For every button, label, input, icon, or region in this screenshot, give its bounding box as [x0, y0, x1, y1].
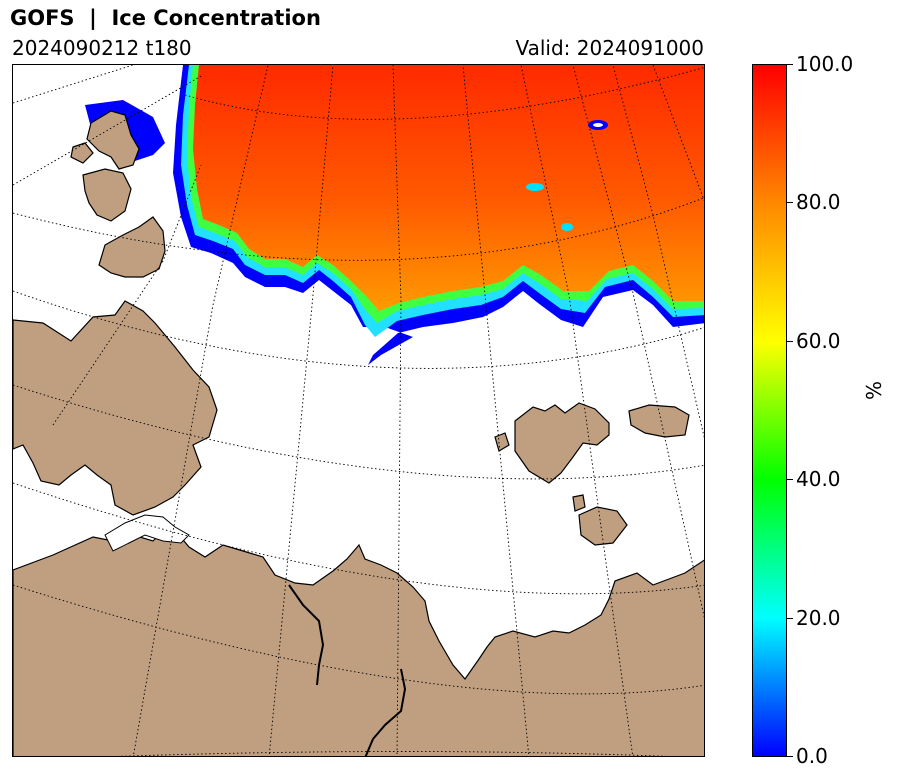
white-sea [104, 514, 190, 552]
graticule [13, 65, 704, 756]
colorbar-tick-label-40: 40.0 [796, 467, 841, 491]
lon-line-9 [572, 65, 704, 618]
colorbar-tick-20 [787, 618, 793, 619]
lon-line-10 [612, 65, 704, 439]
lon-line-2 [13, 74, 204, 186]
colorbar-tick-0 [787, 756, 793, 757]
lat-line-2 [13, 197, 704, 261]
land-masses [13, 110, 704, 756]
colorbar-tick-40 [787, 479, 793, 480]
forecast-run-label: 2024090212 t180 [12, 36, 192, 60]
colorbar-label: % [862, 380, 886, 400]
lon-line-6 [392, 65, 402, 756]
colorbar-tick-100 [787, 64, 793, 65]
lon-line-11 [652, 65, 704, 201]
river-ob [364, 668, 407, 756]
river-pechora [288, 584, 325, 686]
rivers [288, 584, 407, 756]
polynya-2 [526, 183, 544, 191]
land-svalbard-islet [70, 142, 94, 164]
colorbar-tick-80 [787, 202, 793, 203]
lat-line-4 [13, 384, 704, 480]
lon-line-8 [520, 65, 634, 756]
land-island-small-1 [578, 506, 628, 546]
colorbar-tick-label-100: 100.0 [796, 52, 854, 76]
lon-line-1 [13, 65, 134, 104]
lat-line-7 [116, 751, 669, 756]
lon-line-3 [52, 164, 202, 426]
map-canvas [13, 65, 704, 756]
land-island-small-2 [494, 432, 510, 452]
lon-line-4 [132, 65, 269, 756]
land-scandinavia [13, 300, 218, 516]
lat-line-3 [13, 290, 704, 369]
land-franz-josef [98, 216, 166, 278]
plot-title: GOFS | Ice Concentration [10, 6, 321, 30]
land-svalbard-north [86, 110, 140, 170]
map-panel [12, 64, 705, 757]
colorbar-tick-label-60: 60.0 [796, 329, 841, 353]
land-island-small-3 [572, 494, 586, 512]
land-novaya-zemlya [514, 402, 610, 484]
lat-line-1 [184, 67, 704, 120]
land-svalbard-main [82, 168, 132, 222]
lon-line-7 [462, 65, 530, 756]
colorbar [752, 64, 787, 757]
valid-time-label: Valid: 2024091000 [515, 36, 704, 60]
sea-ice-field [85, 65, 704, 365]
colorbar-tick-label-20: 20.0 [796, 606, 841, 630]
ice-pack-core [193, 65, 704, 311]
polynya-3 [561, 223, 573, 231]
land-kola-to-siberia [13, 530, 704, 756]
polynya-1-core [593, 123, 603, 127]
colorbar-tick-label-80: 80.0 [796, 190, 841, 214]
lat-line-6 [13, 584, 704, 695]
lon-line-5 [268, 65, 334, 756]
colorbar-tick-label-0: 0.0 [796, 744, 828, 768]
colorbar-tick-60 [787, 341, 793, 342]
